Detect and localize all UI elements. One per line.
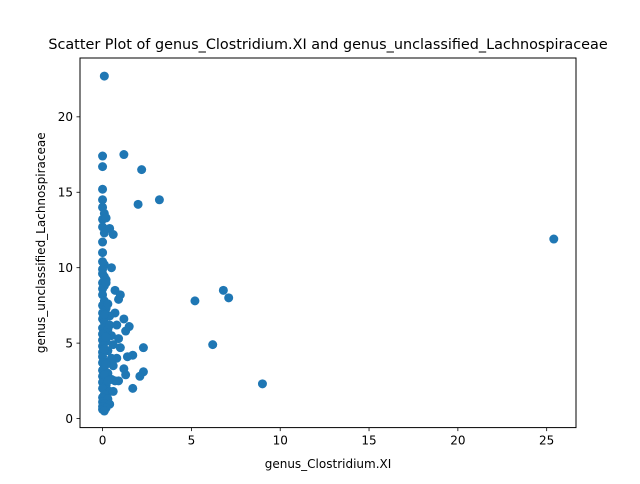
data-point [257,379,267,389]
y-tick-label: 15 [58,186,73,200]
data-point [101,359,111,369]
y-axis-label: genus_unclassified_Lachnospiraceae [34,132,48,353]
x-axis-label: genus_Clostridium.XI [265,457,392,471]
data-point [138,343,148,353]
y-tick-label: 5 [65,336,73,350]
data-point [105,320,115,330]
x-tick-label: 0 [99,434,107,448]
y-tick-label: 0 [65,412,73,426]
data-point [108,340,118,350]
data-point [101,332,111,342]
x-tick-label: 15 [361,434,376,448]
data-point [128,383,138,393]
data-point [98,162,108,172]
data-point [112,320,122,330]
data-point [101,213,111,223]
data-point [121,370,131,380]
data-point [135,371,145,381]
data-point [133,199,143,209]
data-point [99,309,109,319]
data-point [98,248,108,258]
x-tick-label: 10 [273,434,288,448]
plot-frame [79,57,577,429]
data-point [110,376,120,386]
data-point [99,71,109,81]
data-point [190,296,200,306]
data-point [99,406,109,416]
data-point [115,343,125,353]
data-point [154,195,164,205]
data-point [224,293,234,303]
data-point [121,326,131,336]
y-axis-ticks: 0 5 10 15 20 [58,110,80,426]
x-axis-ticks: 0 5 10 15 20 25 [99,427,554,448]
data-point [549,234,559,244]
data-point [108,230,118,239]
x-tick-label: 25 [539,434,554,448]
data-point [98,237,108,247]
chart-title: Scatter Plot of genus_Clostridium.XI and… [48,37,608,53]
data-point [108,361,118,371]
y-tick-label: 20 [58,110,73,124]
data-point [137,165,147,175]
data-point [218,285,228,295]
data-point [98,264,108,274]
data-point [98,184,108,194]
data-point [114,294,124,304]
data-point [108,386,118,396]
points-layer [98,71,559,416]
data-point [122,352,132,362]
data-point [98,195,108,205]
data-point [119,314,129,324]
data-point [103,376,113,386]
data-point [99,344,109,354]
data-point [119,150,129,160]
x-tick-label: 5 [188,434,196,448]
data-point [208,340,218,350]
data-point [106,353,116,363]
data-point [98,151,108,161]
data-point [99,228,109,238]
y-tick-label: 10 [58,261,73,275]
data-point [101,278,111,288]
data-point [114,334,124,344]
x-tick-label: 20 [450,434,465,448]
data-point [103,299,113,309]
data-point [106,263,116,273]
